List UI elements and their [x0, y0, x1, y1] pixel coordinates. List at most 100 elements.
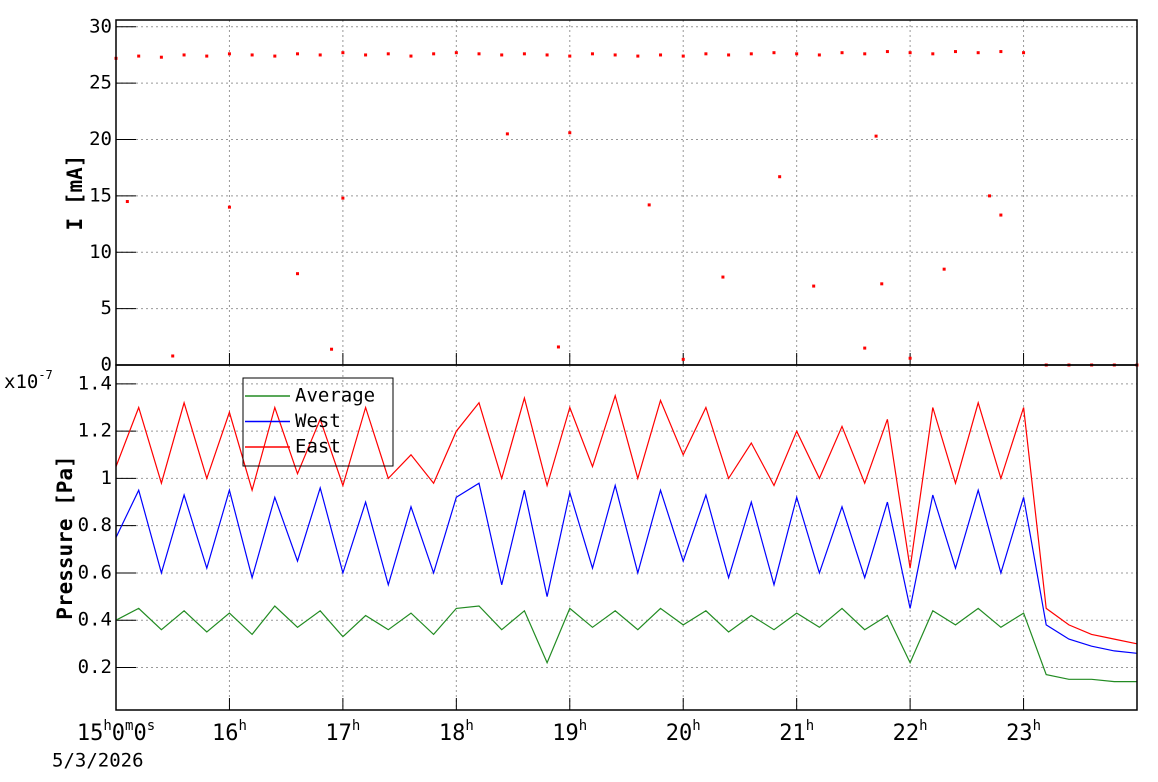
series-line [115, 605, 1137, 683]
data-point [976, 51, 980, 55]
data-point [795, 52, 799, 56]
data-point [296, 52, 300, 56]
data-point [908, 356, 912, 360]
data-point [999, 213, 1003, 217]
y-tick-label: 20 [89, 128, 112, 150]
data-point [999, 50, 1003, 54]
data-point [636, 54, 640, 58]
legend-label: Average [295, 385, 375, 407]
y-tick-label: 5 [101, 297, 112, 319]
y-tick-label: 1 [101, 467, 112, 489]
data-point [386, 52, 390, 56]
data-point [885, 50, 889, 54]
x-tick-label: 20h [666, 718, 701, 746]
data-point [647, 203, 651, 207]
x-tick-label: 21h [779, 718, 814, 746]
data-point [556, 345, 560, 349]
x-tick-label: 17h [325, 718, 360, 746]
data-point [988, 194, 992, 198]
data-point [500, 53, 504, 57]
x-date-label: 5/3/2026 [52, 750, 144, 772]
x-tick-label: 15h0m0s [77, 718, 155, 746]
x-tick-label: 19h [552, 718, 587, 746]
data-point [171, 354, 175, 358]
series-line [115, 482, 1138, 654]
x-tick-label: 18h [439, 718, 474, 746]
y-axis-title: I [mA] [63, 155, 87, 231]
data-point [942, 267, 946, 271]
data-point [477, 52, 481, 56]
data-point [330, 347, 334, 351]
data-point [318, 53, 322, 57]
data-point [227, 205, 231, 209]
data-point [568, 131, 572, 135]
data-point [874, 134, 878, 138]
data-point [182, 53, 186, 57]
data-point [273, 54, 277, 58]
y-tick-label: 30 [89, 15, 112, 37]
data-point [590, 52, 594, 56]
data-point [205, 54, 209, 58]
data-point [863, 52, 867, 56]
y-tick-label: 0 [101, 354, 112, 376]
y-tick-label: 10 [89, 241, 112, 263]
data-point [704, 52, 708, 56]
data-point [409, 54, 413, 58]
data-point [250, 53, 254, 57]
y-axis-title: Pressure [Pa] [53, 455, 77, 619]
y-tick-label: 0.2 [78, 656, 112, 678]
legend-label: East [295, 436, 341, 458]
data-point [772, 51, 776, 55]
data-point [931, 52, 935, 56]
data-point [953, 50, 957, 54]
x-tick-label: 23h [1006, 718, 1041, 746]
data-point [840, 51, 844, 55]
data-point [432, 52, 436, 56]
y-tick-label: 0.4 [78, 609, 112, 631]
data-point [812, 284, 816, 288]
data-point [880, 282, 884, 286]
series-line [115, 393, 1138, 645]
x-tick-label: 16h [212, 718, 247, 746]
legend: Average West East [242, 377, 394, 467]
data-point [125, 200, 129, 204]
data-point [778, 175, 782, 179]
data-point [613, 53, 617, 57]
data-point [522, 52, 526, 56]
data-point [681, 357, 685, 361]
data-point [721, 275, 725, 279]
data-point [227, 52, 231, 56]
legend-label: West [295, 410, 341, 432]
y-tick-label: 0.8 [78, 514, 112, 536]
data-point [364, 53, 368, 57]
data-point [159, 55, 163, 59]
data-point [137, 54, 141, 58]
data-point [817, 53, 821, 57]
data-point [863, 346, 867, 350]
data-point [1022, 51, 1026, 55]
x-tick-label: 22h [893, 718, 928, 746]
y-tick-label: 25 [89, 72, 112, 94]
plot-frame [115, 19, 1138, 366]
data-point [545, 53, 549, 57]
data-point [454, 51, 458, 55]
data-point [659, 53, 663, 57]
legend-box [242, 377, 394, 467]
data-point [341, 196, 345, 200]
data-point [749, 52, 753, 56]
data-point [681, 54, 685, 58]
plot-frame [115, 364, 1138, 711]
y-tick-label: 15 [89, 184, 112, 206]
data-point [908, 51, 912, 55]
axis-exponent: x10-7 [4, 368, 53, 393]
data-point [568, 54, 572, 58]
data-point [296, 272, 300, 276]
y-tick-label: 1.4 [78, 372, 112, 394]
y-tick-label: 0.6 [78, 561, 112, 583]
y-tick-label: 1.2 [78, 420, 112, 442]
data-point [727, 53, 731, 57]
data-point [341, 51, 345, 55]
data-point [505, 132, 509, 136]
